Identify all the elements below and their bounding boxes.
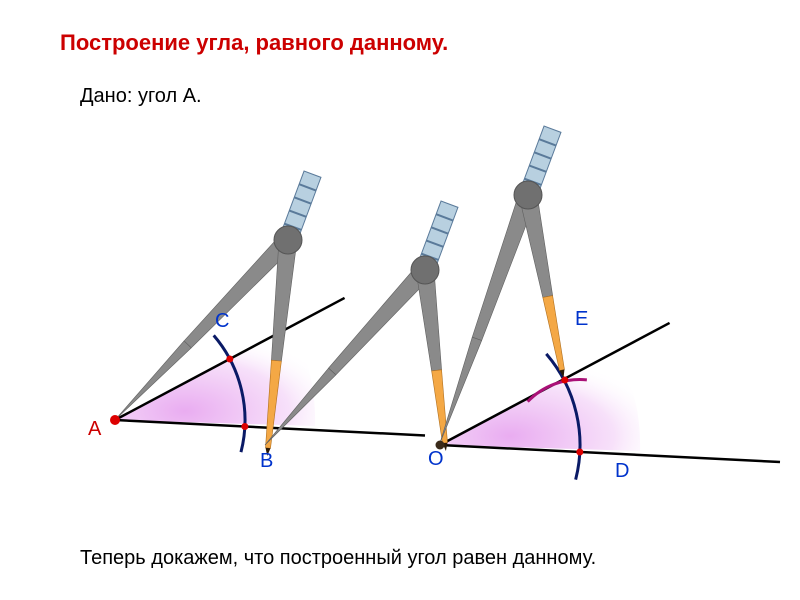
label-E: E bbox=[575, 308, 588, 331]
label-B: B bbox=[260, 450, 273, 473]
geometry-diagram bbox=[0, 0, 800, 600]
label-A: A bbox=[88, 418, 101, 441]
label-O: O bbox=[428, 448, 444, 471]
footer-text: Теперь докажем, что построенный угол рав… bbox=[80, 547, 596, 570]
label-D: D bbox=[615, 460, 629, 483]
label-C: C bbox=[215, 310, 229, 333]
